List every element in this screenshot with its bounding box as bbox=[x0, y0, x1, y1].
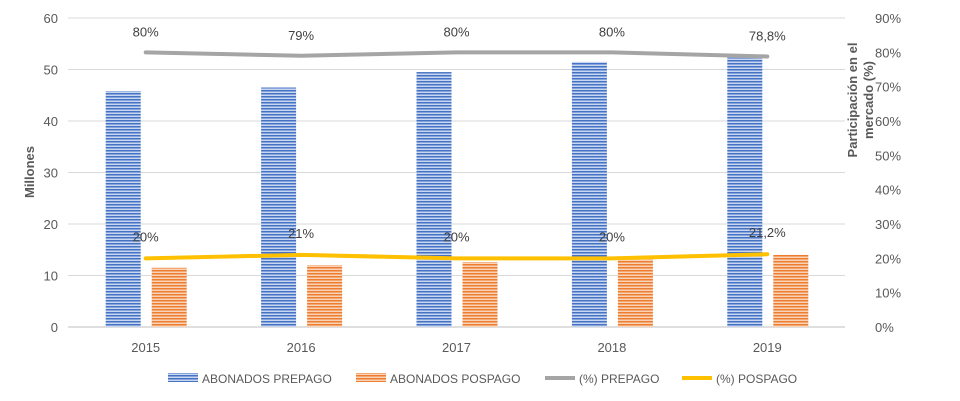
data-label: 79% bbox=[288, 28, 314, 43]
y-tick-label: 0 bbox=[51, 320, 58, 335]
bar-pospago bbox=[773, 254, 809, 327]
y-tick-label: 60 bbox=[44, 11, 58, 26]
y2-tick-label: 60% bbox=[875, 114, 901, 129]
bar-pospago bbox=[307, 265, 343, 327]
line-prepago bbox=[143, 50, 770, 59]
line-pospago bbox=[143, 252, 770, 261]
data-label: 80% bbox=[443, 24, 469, 39]
y2-tick-label: 20% bbox=[875, 251, 901, 266]
y-tick-label: 20 bbox=[44, 217, 58, 232]
data-label: 21,2% bbox=[749, 225, 786, 240]
bar-pospago bbox=[462, 262, 498, 327]
bar-pospago bbox=[151, 267, 187, 327]
legend-label: (%) POSPAGO bbox=[716, 372, 797, 386]
y2-tick-label: 90% bbox=[875, 11, 901, 26]
data-label: 80% bbox=[599, 24, 625, 39]
x-tick-label: 2019 bbox=[753, 340, 782, 355]
y-tick-label: 50 bbox=[44, 63, 58, 78]
data-label: 80% bbox=[133, 24, 159, 39]
y2-axis-title: Participación en el bbox=[845, 43, 860, 158]
legend-label: (%) PREPAGO bbox=[579, 372, 659, 386]
bar-pospago bbox=[617, 258, 653, 327]
bar-prepago bbox=[261, 87, 297, 328]
y-tick-label: 30 bbox=[44, 166, 58, 181]
bar-prepago bbox=[571, 61, 607, 328]
x-tick-label: 2016 bbox=[287, 340, 316, 355]
y2-tick-label: 70% bbox=[875, 80, 901, 95]
x-tick-label: 2017 bbox=[442, 340, 471, 355]
legend-label: ABONADOS POSPAGO bbox=[390, 372, 520, 386]
data-label: 21% bbox=[288, 226, 314, 241]
data-label: 20% bbox=[133, 229, 159, 244]
legend-swatch bbox=[168, 373, 198, 382]
bar-prepago bbox=[105, 91, 141, 327]
bar-prepago bbox=[727, 57, 763, 327]
y2-tick-label: 50% bbox=[875, 148, 901, 163]
bar-prepago bbox=[416, 72, 452, 327]
y2-tick-label: 30% bbox=[875, 217, 901, 232]
data-label: 20% bbox=[443, 229, 469, 244]
y-axis-title: Millones bbox=[22, 146, 37, 198]
y2-tick-label: 80% bbox=[875, 45, 901, 60]
data-label: 20% bbox=[599, 229, 625, 244]
y2-tick-label: 40% bbox=[875, 183, 901, 198]
y-tick-label: 10 bbox=[44, 269, 58, 284]
y2-axis-title: mercado (%) bbox=[861, 61, 876, 139]
legend-label: ABONADOS PREPAGO bbox=[202, 372, 332, 386]
data-label: 78,8% bbox=[749, 28, 786, 43]
y2-tick-label: 0% bbox=[875, 320, 894, 335]
x-tick-label: 2015 bbox=[131, 340, 160, 355]
y2-tick-label: 10% bbox=[875, 286, 901, 301]
legend-swatch bbox=[356, 373, 386, 382]
x-tick-label: 2018 bbox=[597, 340, 626, 355]
y-tick-label: 40 bbox=[44, 114, 58, 129]
